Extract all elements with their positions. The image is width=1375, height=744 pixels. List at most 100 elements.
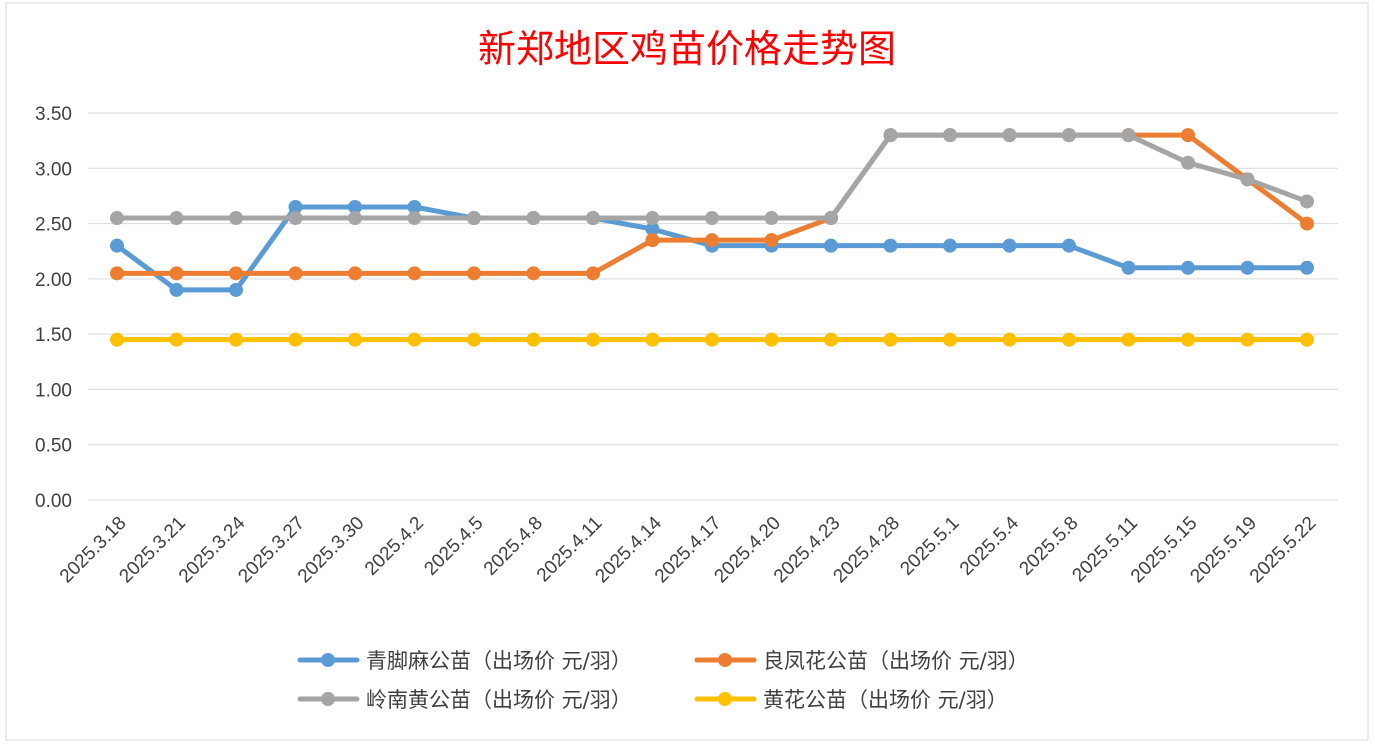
data-point [229,282,243,297]
data-point [1002,238,1017,253]
chart-title: 新郑地区鸡苗价格走势图 [478,27,896,71]
data-point [645,332,660,347]
y-tick-label: 2.00 [35,270,72,291]
data-point [348,332,362,347]
series-group [110,332,1314,347]
y-tick-label: 3.00 [35,159,72,180]
data-point [1181,155,1195,170]
data-point [467,211,481,226]
data-point [169,266,184,281]
data-point [407,211,422,226]
data-point [824,211,838,226]
data-point [943,238,957,253]
legend-item: 黄花公苗（出场价 元/羽） [694,688,1008,712]
data-point [110,266,124,281]
legend-marker [321,653,335,667]
data-point [467,332,481,347]
data-point [229,266,243,281]
data-point [1181,260,1195,275]
data-point [348,266,362,281]
data-point [288,332,303,347]
legend-item: 良凤花公苗（出场价 元/羽） [694,649,1029,673]
data-point [645,233,660,248]
y-tick-label: 0.50 [35,436,72,457]
legend: 青脚麻公苗（出场价 元/羽） 良凤花公苗（出场价 元/羽） 岭南黄公苗（出场价 元/… [297,649,1029,712]
y-axis-ticks: 0.00 0.50 1.00 1.50 2.00 2.50 3.00 3.50 [35,104,72,512]
data-point [883,332,898,347]
data-point [705,233,719,248]
data-point [407,266,422,281]
legend-item: 青脚麻公苗（出场价 元/羽） [297,649,632,673]
data-point [288,199,303,214]
data-point [1300,216,1314,231]
legend-label: 黄花公苗（出场价 元/羽） [763,688,1008,712]
data-point [705,211,719,226]
data-point [348,199,362,214]
data-point [407,199,422,214]
data-point [824,332,838,347]
data-point [764,233,779,248]
data-point [645,222,660,237]
data-point [1181,332,1195,347]
chart-background [5,2,1369,741]
data-point [1002,332,1017,347]
legend-label: 良凤花公苗（出场价 元/羽） [763,649,1029,673]
data-point [110,238,124,253]
y-tick-label: 2.50 [35,215,72,236]
y-tick-label: 0.00 [35,491,72,512]
legend-marker [718,692,732,706]
data-point [824,238,838,253]
data-point [1121,260,1136,275]
data-point [169,332,184,347]
data-point [586,332,600,347]
data-point [1121,332,1136,347]
data-point [110,211,124,226]
data-point [169,282,184,297]
data-point [764,332,779,347]
y-tick-label: 3.50 [35,104,72,125]
series-group [110,128,1314,226]
legend-marker [321,692,335,706]
data-point [169,211,184,226]
data-point [1181,128,1195,143]
data-point [288,266,303,281]
data-point [229,332,243,347]
data-point [1240,260,1255,275]
y-tick-label: 1.50 [35,325,72,346]
data-point [1300,332,1314,347]
data-point [943,332,957,347]
data-point [1240,332,1255,347]
data-point [526,266,541,281]
data-point [586,266,600,281]
data-point [288,211,303,226]
data-point [764,211,779,226]
data-point [645,211,660,226]
data-point [1062,332,1076,347]
data-point [1121,128,1136,143]
data-point [348,211,362,226]
data-point [1002,128,1017,143]
data-point [705,332,719,347]
data-point [1300,194,1314,209]
legend-label: 青脚麻公苗（出场价 元/羽） [366,649,632,673]
data-point [943,128,957,143]
data-point [1062,238,1076,253]
legend-marker [718,653,732,667]
data-point [1300,260,1314,275]
data-point [586,211,600,226]
legend-label: 岭南黄公苗（出场价 元/羽） [366,688,632,712]
data-point [407,332,422,347]
legend-item: 岭南黄公苗（出场价 元/羽） [297,688,632,712]
data-point [229,211,243,226]
data-point [467,266,481,281]
data-point [526,332,541,347]
data-point [883,238,898,253]
data-point [526,211,541,226]
series-lines [110,128,1314,347]
data-point [110,332,124,347]
data-point [1062,128,1076,143]
y-tick-label: 1.00 [35,380,72,401]
data-point [1240,172,1255,187]
